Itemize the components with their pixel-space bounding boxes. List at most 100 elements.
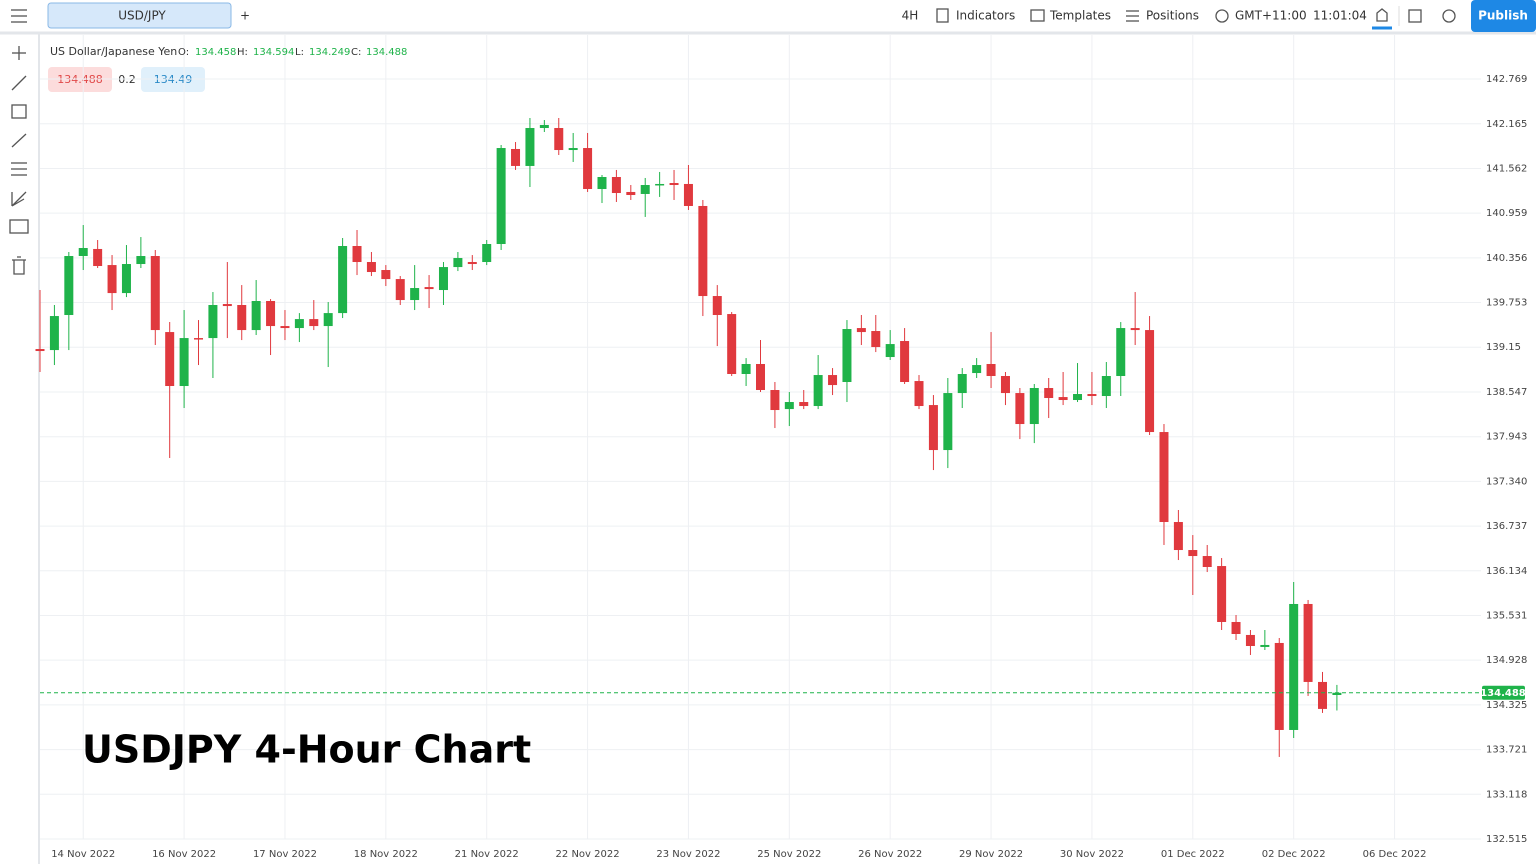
x-tick-label: 02 Dec 2022 [1262, 849, 1326, 860]
x-tick-label: 21 Nov 2022 [455, 849, 519, 860]
candle-body [986, 363, 996, 377]
y-tick-label: 137.340 [1486, 476, 1527, 487]
candle-body [597, 177, 607, 190]
candle-body [294, 319, 304, 329]
ohlc-value: 134.249 [309, 47, 350, 58]
timezone[interactable]: GMT+11:00 [1235, 9, 1307, 23]
candle-body [856, 328, 866, 333]
indicators-button[interactable]: Indicators [956, 9, 1015, 23]
candle-body [1044, 388, 1054, 399]
y-tick-label: 136.737 [1486, 521, 1527, 532]
candle-body [179, 338, 189, 387]
positions-button[interactable]: Positions [1146, 9, 1199, 23]
candle-body [1202, 556, 1212, 567]
candle-body [1029, 388, 1039, 425]
candle-body [1101, 376, 1111, 397]
ohlc-label: O: [178, 47, 189, 58]
candle-body [1332, 692, 1342, 695]
candle-body [208, 305, 218, 339]
add-tab[interactable]: + [240, 9, 250, 23]
candle-body [683, 183, 693, 206]
y-tick-label: 133.118 [1486, 789, 1527, 800]
settings-icon[interactable] [1442, 9, 1456, 23]
candle-body [972, 365, 982, 374]
candle-body [35, 349, 45, 352]
candle-body [554, 128, 564, 151]
candle-body [496, 148, 506, 245]
candle-body [1317, 681, 1327, 709]
candle-body [914, 381, 924, 407]
candle-body [1145, 330, 1155, 433]
candle-body [1217, 566, 1227, 622]
candle-body [871, 331, 881, 348]
candle-body [756, 363, 765, 391]
x-tick-label: 22 Nov 2022 [556, 849, 620, 860]
candle-body [237, 305, 247, 331]
x-tick-label: 26 Nov 2022 [858, 849, 922, 860]
publish-label: Publish [1478, 9, 1528, 23]
candle-body [222, 304, 232, 307]
tool-icons[interactable] [9, 46, 29, 275]
candle-body [1087, 394, 1097, 397]
y-tick-label: 135.531 [1486, 610, 1527, 621]
candle-body [655, 183, 665, 186]
interval[interactable]: 4H [902, 9, 919, 23]
candle-body [280, 326, 290, 329]
x-tick-label: 06 Dec 2022 [1363, 849, 1427, 860]
candle-body [1231, 621, 1241, 634]
y-tick-label: 137.943 [1486, 432, 1527, 443]
candle-body [943, 393, 953, 451]
y-tick-label: 139.15 [1486, 342, 1521, 353]
chart-title: USDJPY 4-Hour Chart [82, 728, 531, 772]
x-tick-label: 29 Nov 2022 [959, 849, 1023, 860]
x-tick-label: 01 Dec 2022 [1161, 849, 1225, 860]
y-tick-label: 132.515 [1486, 834, 1527, 845]
publish-button[interactable] [1471, 0, 1536, 32]
candle-body [928, 405, 938, 451]
candle-body [900, 341, 910, 383]
candle-body [698, 205, 708, 297]
candle-body [165, 332, 175, 387]
candle-body [338, 246, 348, 314]
x-tick-label: 30 Nov 2022 [1060, 849, 1124, 860]
symbol-tab[interactable] [47, 2, 232, 29]
candle-body [438, 267, 448, 291]
symbol-name: US Dollar/Japanese Yen [50, 45, 177, 58]
candle-body [1303, 603, 1313, 682]
candle-body [381, 270, 391, 280]
candle-body [1188, 550, 1198, 557]
last-price-label: 134.488 [1480, 688, 1526, 699]
clock: 11:01:04 [1313, 9, 1367, 23]
candle-body [453, 258, 463, 268]
x-tick-label: 17 Nov 2022 [253, 849, 317, 860]
layout-icon[interactable] [1408, 9, 1422, 23]
y-tick-label: 134.928 [1486, 655, 1527, 666]
templates-button[interactable]: Templates [1049, 9, 1111, 23]
candle-body [309, 319, 319, 327]
candle-body [741, 363, 751, 375]
candle-body [78, 248, 88, 257]
candle-body [93, 248, 103, 267]
y-tick-label: 141.562 [1486, 163, 1527, 174]
candle-body [136, 256, 146, 265]
candle-body [467, 262, 477, 265]
home-icon[interactable] [1376, 8, 1388, 22]
candle-body [1000, 376, 1010, 394]
indicators-icon [936, 8, 949, 23]
menu-icon[interactable] [11, 9, 27, 23]
candle-body [1159, 432, 1169, 523]
y-tick-label: 140.356 [1486, 253, 1527, 264]
plot [35, 35, 1481, 840]
ohlc-label: L: [295, 47, 304, 58]
candle-body [842, 329, 852, 383]
candle-body [1173, 522, 1183, 551]
ohlc-value: 134.458 [195, 47, 236, 58]
y-tick-label: 139.753 [1486, 298, 1527, 309]
candle-body [482, 244, 492, 263]
candle-body [583, 148, 593, 190]
ohlc-label: H: [237, 47, 248, 58]
candle-body [251, 300, 261, 331]
candle-body [1073, 394, 1083, 401]
x-tick-label: 23 Nov 2022 [656, 849, 720, 860]
